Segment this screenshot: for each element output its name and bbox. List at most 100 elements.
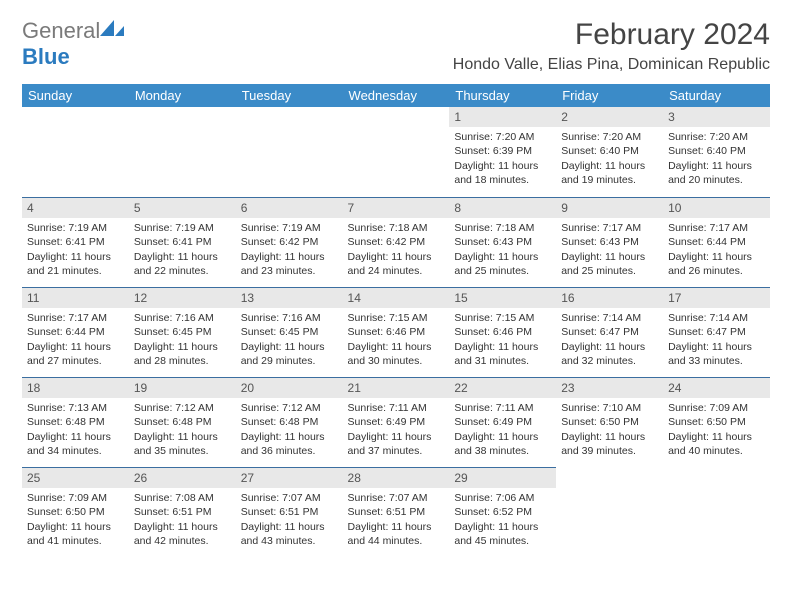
sunrise-text: Sunrise: 7:18 AM [454, 221, 551, 235]
day-number: 10 [663, 197, 770, 218]
sunrise-text: Sunrise: 7:16 AM [241, 311, 338, 325]
day-number: 27 [236, 467, 343, 488]
sunset-text: Sunset: 6:47 PM [668, 325, 765, 339]
day-content: Sunrise: 7:11 AMSunset: 6:49 PMDaylight:… [343, 398, 450, 462]
day-number: 18 [22, 377, 129, 398]
day-content: Sunrise: 7:18 AMSunset: 6:42 PMDaylight:… [343, 218, 450, 282]
daylight-text: Daylight: 11 hours and 24 minutes. [348, 250, 445, 278]
day-content: Sunrise: 7:09 AMSunset: 6:50 PMDaylight:… [22, 488, 129, 552]
day-content: Sunrise: 7:16 AMSunset: 6:45 PMDaylight:… [236, 308, 343, 372]
calendar-cell: 16Sunrise: 7:14 AMSunset: 6:47 PMDayligh… [556, 287, 663, 377]
calendar-cell [236, 107, 343, 197]
weekday-header: Wednesday [343, 84, 450, 107]
sunrise-text: Sunrise: 7:15 AM [454, 311, 551, 325]
sunrise-text: Sunrise: 7:18 AM [348, 221, 445, 235]
day-content: Sunrise: 7:12 AMSunset: 6:48 PMDaylight:… [129, 398, 236, 462]
calendar-row: 1Sunrise: 7:20 AMSunset: 6:39 PMDaylight… [22, 107, 770, 197]
calendar-cell: 14Sunrise: 7:15 AMSunset: 6:46 PMDayligh… [343, 287, 450, 377]
sunset-text: Sunset: 6:51 PM [348, 505, 445, 519]
daylight-text: Daylight: 11 hours and 33 minutes. [668, 340, 765, 368]
calendar-row: 18Sunrise: 7:13 AMSunset: 6:48 PMDayligh… [22, 377, 770, 467]
daylight-text: Daylight: 11 hours and 32 minutes. [561, 340, 658, 368]
daylight-text: Daylight: 11 hours and 39 minutes. [561, 430, 658, 458]
day-number: 4 [22, 197, 129, 218]
sunset-text: Sunset: 6:48 PM [27, 415, 124, 429]
calendar-cell: 8Sunrise: 7:18 AMSunset: 6:43 PMDaylight… [449, 197, 556, 287]
sunset-text: Sunset: 6:48 PM [134, 415, 231, 429]
day-content: Sunrise: 7:20 AMSunset: 6:39 PMDaylight:… [449, 127, 556, 191]
day-content: Sunrise: 7:19 AMSunset: 6:41 PMDaylight:… [22, 218, 129, 282]
day-number: 14 [343, 287, 450, 308]
sunrise-text: Sunrise: 7:08 AM [134, 491, 231, 505]
day-number: 8 [449, 197, 556, 218]
day-number: 25 [22, 467, 129, 488]
day-number: 9 [556, 197, 663, 218]
day-number: 19 [129, 377, 236, 398]
sunrise-text: Sunrise: 7:19 AM [241, 221, 338, 235]
day-number: 26 [129, 467, 236, 488]
sunset-text: Sunset: 6:44 PM [27, 325, 124, 339]
day-number: 28 [343, 467, 450, 488]
day-content: Sunrise: 7:07 AMSunset: 6:51 PMDaylight:… [343, 488, 450, 552]
logo-text-b: Blue [22, 44, 70, 69]
sunrise-text: Sunrise: 7:14 AM [668, 311, 765, 325]
sunrise-text: Sunrise: 7:14 AM [561, 311, 658, 325]
sunset-text: Sunset: 6:40 PM [561, 144, 658, 158]
calendar-cell: 6Sunrise: 7:19 AMSunset: 6:42 PMDaylight… [236, 197, 343, 287]
weekday-header: Tuesday [236, 84, 343, 107]
weekday-header: Saturday [663, 84, 770, 107]
day-number: 16 [556, 287, 663, 308]
weekday-header: Monday [129, 84, 236, 107]
calendar-cell: 2Sunrise: 7:20 AMSunset: 6:40 PMDaylight… [556, 107, 663, 197]
sunrise-text: Sunrise: 7:07 AM [348, 491, 445, 505]
day-number: 15 [449, 287, 556, 308]
logo-sail-icon [100, 20, 126, 43]
calendar-cell: 12Sunrise: 7:16 AMSunset: 6:45 PMDayligh… [129, 287, 236, 377]
day-number: 5 [129, 197, 236, 218]
day-content: Sunrise: 7:14 AMSunset: 6:47 PMDaylight:… [663, 308, 770, 372]
calendar-cell: 13Sunrise: 7:16 AMSunset: 6:45 PMDayligh… [236, 287, 343, 377]
location-text: Hondo Valle, Elias Pina, Dominican Repub… [453, 56, 770, 74]
sunrise-text: Sunrise: 7:06 AM [454, 491, 551, 505]
day-number: 23 [556, 377, 663, 398]
daylight-text: Daylight: 11 hours and 40 minutes. [668, 430, 765, 458]
sunrise-text: Sunrise: 7:11 AM [348, 401, 445, 415]
daylight-text: Daylight: 11 hours and 18 minutes. [454, 159, 551, 187]
sunset-text: Sunset: 6:46 PM [348, 325, 445, 339]
sunrise-text: Sunrise: 7:20 AM [454, 130, 551, 144]
calendar-body: 1Sunrise: 7:20 AMSunset: 6:39 PMDaylight… [22, 107, 770, 557]
sunset-text: Sunset: 6:42 PM [348, 235, 445, 249]
daylight-text: Daylight: 11 hours and 28 minutes. [134, 340, 231, 368]
sunset-text: Sunset: 6:45 PM [134, 325, 231, 339]
sunset-text: Sunset: 6:46 PM [454, 325, 551, 339]
day-content: Sunrise: 7:15 AMSunset: 6:46 PMDaylight:… [343, 308, 450, 372]
weekday-header: Thursday [449, 84, 556, 107]
day-number: 2 [556, 107, 663, 127]
sunset-text: Sunset: 6:49 PM [454, 415, 551, 429]
weekday-header: Sunday [22, 84, 129, 107]
day-content: Sunrise: 7:11 AMSunset: 6:49 PMDaylight:… [449, 398, 556, 462]
calendar-cell: 21Sunrise: 7:11 AMSunset: 6:49 PMDayligh… [343, 377, 450, 467]
calendar-cell: 24Sunrise: 7:09 AMSunset: 6:50 PMDayligh… [663, 377, 770, 467]
sunrise-text: Sunrise: 7:11 AM [454, 401, 551, 415]
calendar-cell [22, 107, 129, 197]
sunrise-text: Sunrise: 7:19 AM [134, 221, 231, 235]
sunset-text: Sunset: 6:44 PM [668, 235, 765, 249]
daylight-text: Daylight: 11 hours and 38 minutes. [454, 430, 551, 458]
sunrise-text: Sunrise: 7:12 AM [134, 401, 231, 415]
day-number: 12 [129, 287, 236, 308]
sunset-text: Sunset: 6:41 PM [134, 235, 231, 249]
daylight-text: Daylight: 11 hours and 26 minutes. [668, 250, 765, 278]
sunrise-text: Sunrise: 7:09 AM [27, 491, 124, 505]
calendar-table: SundayMondayTuesdayWednesdayThursdayFrid… [22, 84, 770, 557]
daylight-text: Daylight: 11 hours and 25 minutes. [454, 250, 551, 278]
day-content: Sunrise: 7:14 AMSunset: 6:47 PMDaylight:… [556, 308, 663, 372]
calendar-row: 25Sunrise: 7:09 AMSunset: 6:50 PMDayligh… [22, 467, 770, 557]
sunrise-text: Sunrise: 7:10 AM [561, 401, 658, 415]
calendar-cell: 4Sunrise: 7:19 AMSunset: 6:41 PMDaylight… [22, 197, 129, 287]
calendar-cell: 1Sunrise: 7:20 AMSunset: 6:39 PMDaylight… [449, 107, 556, 197]
calendar-cell: 15Sunrise: 7:15 AMSunset: 6:46 PMDayligh… [449, 287, 556, 377]
calendar-cell: 28Sunrise: 7:07 AMSunset: 6:51 PMDayligh… [343, 467, 450, 557]
daylight-text: Daylight: 11 hours and 34 minutes. [27, 430, 124, 458]
page-title: February 2024 [453, 18, 770, 52]
